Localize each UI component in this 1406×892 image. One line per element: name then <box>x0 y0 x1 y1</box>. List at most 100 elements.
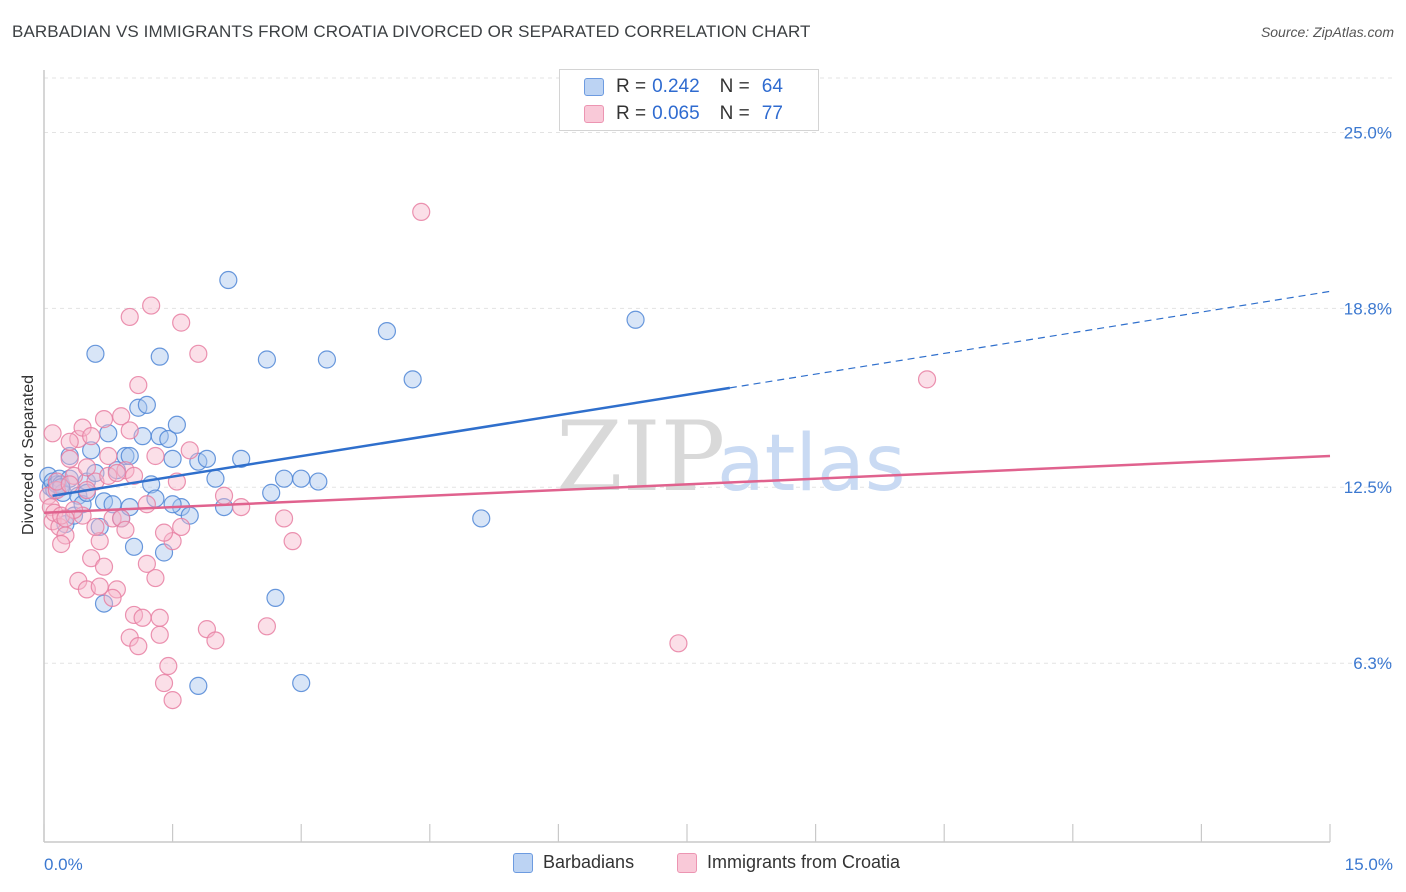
croatia-point <box>90 532 109 551</box>
chart-title: BARBADIAN VS IMMIGRANTS FROM CROATIA DIV… <box>12 22 811 41</box>
croatia-point <box>82 427 101 446</box>
legend-r-label: R = <box>616 76 647 97</box>
croatia-point <box>159 656 178 676</box>
barbadian-point <box>403 370 422 389</box>
croatia-point <box>154 673 174 693</box>
legend-row-croatia: R = 0.065 N = 77 <box>584 101 783 127</box>
croatia-point <box>116 520 135 539</box>
croatia-point <box>146 568 165 588</box>
croatia-point <box>214 486 234 505</box>
barbadian-point <box>86 344 105 363</box>
croatia-point <box>232 497 251 517</box>
barbadian-trend-line <box>52 386 731 497</box>
barbadian-point <box>274 469 294 488</box>
barbadian-point <box>472 509 491 528</box>
barbadian-point <box>124 537 144 556</box>
y-tick-label: 12.5% <box>1344 478 1392 497</box>
croatia-point <box>103 588 122 608</box>
croatia-point <box>90 577 109 596</box>
barbadian-point <box>82 441 101 460</box>
barbadian-point <box>206 469 225 488</box>
croatia-point <box>129 375 148 395</box>
croatia-point <box>206 631 225 650</box>
barbadian-point <box>262 483 281 502</box>
croatia-point <box>112 407 131 426</box>
croatia-point <box>120 421 139 440</box>
croatia-point <box>52 534 71 554</box>
legend-n-label: N = <box>719 103 750 124</box>
legend-r-value: 0.065 <box>652 103 700 124</box>
x-tick-labels: 0.0% 15.0% <box>44 855 1393 874</box>
croatia-point <box>412 202 431 222</box>
legend-item-croatia: Immigrants from Croatia <box>677 852 900 873</box>
grid-lines <box>44 77 1392 664</box>
croatia-point <box>180 441 199 460</box>
legend-swatch-pink <box>677 852 697 873</box>
legend-swatch-blue <box>513 852 533 873</box>
barbadian-point <box>266 588 285 608</box>
x-tick-label: 15.0% <box>1345 855 1393 874</box>
barbadian-point <box>219 270 238 290</box>
trend-lines <box>43 290 1331 515</box>
barbadian-point <box>189 676 208 695</box>
croatia-point <box>107 463 126 483</box>
legend-n-value: 64 <box>761 76 783 97</box>
croatia-point <box>64 466 84 485</box>
croatia-point <box>917 370 937 389</box>
croatia-point <box>56 509 75 528</box>
legend-item-barbadians: Barbadians <box>513 852 634 873</box>
barbadian-point <box>167 415 186 434</box>
croatia-point <box>43 424 62 443</box>
barbadian-point <box>377 322 397 341</box>
barbadian-point <box>120 446 139 466</box>
croatia-point <box>172 313 191 332</box>
croatia-point <box>189 344 208 363</box>
barbadian-point <box>292 469 311 488</box>
correlation-legend: R = 0.242 N = 64 R = 0.065 N = 77 <box>559 69 819 131</box>
croatia-point <box>94 557 114 576</box>
croatia-point <box>133 608 152 627</box>
legend-n-value: 77 <box>761 103 783 124</box>
croatia-point <box>257 617 277 636</box>
croatia-point <box>82 549 101 568</box>
barbadian-point <box>626 310 645 329</box>
barbadian-point <box>197 449 216 468</box>
barbadian-point <box>90 517 109 537</box>
source-label: Source: ZipAtlas.com <box>1260 24 1394 40</box>
croatia-point <box>129 637 148 656</box>
croatia-point <box>60 449 79 468</box>
watermark: ZIP atlas <box>556 401 906 513</box>
legend-swatch-blue <box>584 78 604 96</box>
barbadian-point <box>163 449 182 468</box>
barbadian-point <box>150 347 169 366</box>
croatia-point <box>107 580 126 599</box>
legend-n-label: N = <box>719 76 750 97</box>
croatia-point <box>124 466 144 485</box>
croatia-point <box>99 446 118 466</box>
croatia-point <box>669 634 688 653</box>
croatia-point <box>77 458 96 477</box>
barbadian-point <box>163 495 182 514</box>
series-legend: Barbadians Immigrants from Croatia <box>0 852 1406 878</box>
barbadian-point <box>309 472 328 491</box>
barbadian-point <box>257 350 277 369</box>
barbadian-point <box>99 424 118 443</box>
barbadian-point <box>317 350 337 369</box>
croatia-point <box>137 554 156 573</box>
legend-label-barbadians: Barbadians <box>543 852 635 872</box>
x-tick-label: 0.0% <box>44 855 83 874</box>
legend-swatch-pink <box>584 105 604 123</box>
croatia-point <box>172 517 191 537</box>
croatia-point <box>146 446 165 466</box>
croatia-point <box>94 410 114 429</box>
y-tick-labels: 6.3% 12.5% 18.8% 25.0% <box>1344 123 1392 673</box>
barbadian-point <box>292 673 311 693</box>
y-tick-label: 25.0% <box>1344 123 1392 142</box>
y-tick-label: 18.8% <box>1344 299 1392 318</box>
croatia-point <box>163 690 182 710</box>
croatia-point <box>150 608 169 627</box>
y-axis-label: Divorced or Separated <box>20 375 37 535</box>
legend-r-value: 0.242 <box>652 76 700 97</box>
croatia-point <box>274 509 294 528</box>
